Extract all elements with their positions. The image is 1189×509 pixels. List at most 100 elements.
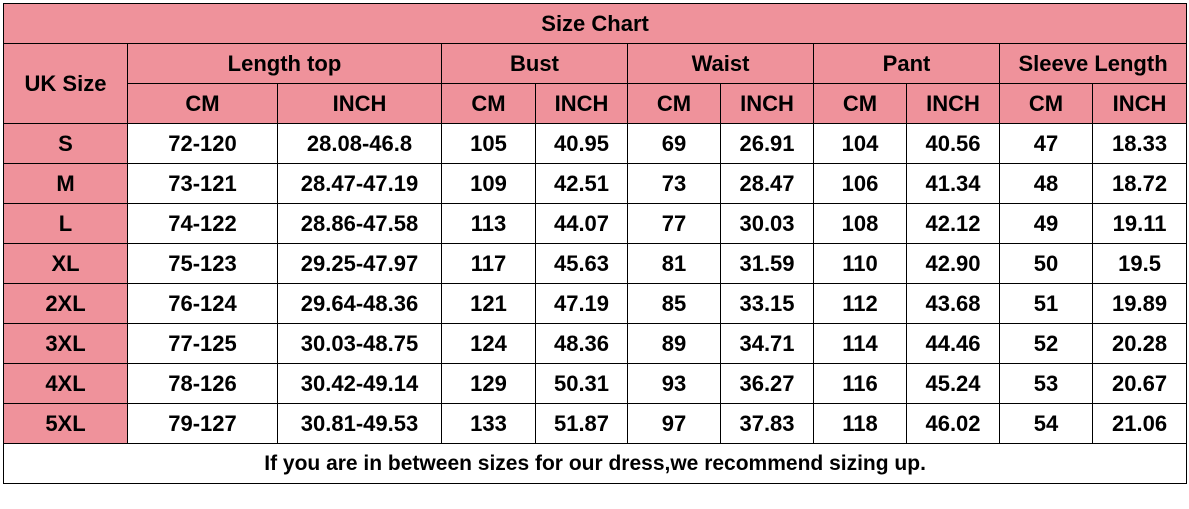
measurement-cell: 30.03-48.75: [277, 323, 442, 364]
measurement-cell: 29.25-47.97: [277, 243, 442, 284]
size-label: 4XL: [3, 363, 128, 404]
measurement-cell: 77-125: [127, 323, 278, 364]
measurement-cell: 49: [999, 203, 1093, 244]
measurement-cell: 121: [441, 283, 536, 324]
group-header: Length top: [127, 43, 442, 84]
measurement-cell: 97: [627, 403, 721, 444]
measurement-cell: 21.06: [1091, 403, 1188, 444]
group-header: Sleeve Length: [998, 43, 1188, 84]
measurement-cell: 43.68: [906, 283, 1000, 324]
unit-header-cm: CM: [813, 83, 907, 124]
footer-note: If you are in between sizes for our dres…: [2, 443, 1188, 484]
measurement-cell: 77: [627, 203, 721, 244]
measurement-cell: 112: [813, 283, 907, 324]
measurement-cell: 42.90: [906, 243, 1000, 284]
measurement-cell: 40.95: [535, 123, 628, 164]
unit-header-cm: CM: [999, 83, 1093, 124]
measurement-cell: 53: [999, 363, 1093, 404]
unit-header-inch: INCH: [277, 83, 442, 124]
measurement-cell: 41.34: [906, 163, 1000, 204]
measurement-cell: 19.5: [1091, 243, 1188, 284]
measurement-cell: 30.03: [720, 203, 814, 244]
measurement-cell: 29.64-48.36: [277, 283, 442, 324]
size-label: 5XL: [3, 403, 128, 444]
measurement-cell: 42.12: [906, 203, 1000, 244]
measurement-cell: 81: [627, 243, 721, 284]
measurement-cell: 79-127: [127, 403, 278, 444]
group-header: Waist: [627, 43, 814, 84]
measurement-cell: 28.86-47.58: [277, 203, 442, 244]
measurement-cell: 78-126: [127, 363, 278, 404]
measurement-cell: 33.15: [720, 283, 814, 324]
measurement-cell: 110: [813, 243, 907, 284]
size-label: 2XL: [3, 283, 128, 324]
measurement-cell: 48: [999, 163, 1093, 204]
size-label: 3XL: [3, 323, 128, 364]
measurement-cell: 50: [999, 243, 1093, 284]
measurement-cell: 47.19: [535, 283, 628, 324]
measurement-cell: 69: [627, 123, 721, 164]
measurement-cell: 85: [627, 283, 721, 324]
measurement-cell: 19.11: [1091, 203, 1188, 244]
measurement-cell: 51.87: [535, 403, 628, 444]
measurement-cell: 117: [441, 243, 536, 284]
measurement-cell: 48.36: [535, 323, 628, 364]
measurement-cell: 31.59: [720, 243, 814, 284]
size-label: M: [3, 163, 128, 204]
measurement-cell: 124: [441, 323, 536, 364]
measurement-cell: 30.42-49.14: [277, 363, 442, 404]
size-label: S: [3, 123, 128, 164]
unit-header-cm: CM: [441, 83, 536, 124]
unit-header-cm: CM: [127, 83, 278, 124]
measurement-cell: 44.46: [906, 323, 1000, 364]
measurement-cell: 42.51: [535, 163, 628, 204]
measurement-cell: 108: [813, 203, 907, 244]
measurement-cell: 118: [813, 403, 907, 444]
size-chart-table: Size Chart UK Size Length top Bust Waist Pa…: [2, 3, 1188, 484]
measurement-cell: 114: [813, 323, 907, 364]
measurement-cell: 47: [999, 123, 1093, 164]
measurement-cell: 45.63: [535, 243, 628, 284]
measurement-cell: 93: [627, 363, 721, 404]
table-row: XL 75-123 29.25-47.97 117 45.63 81 31.59 110 42.…: [3, 243, 1188, 284]
unit-header-inch: INCH: [535, 83, 628, 124]
size-label: L: [3, 203, 128, 244]
measurement-cell: 51: [999, 283, 1093, 324]
measurement-cell: 28.47-47.19: [277, 163, 442, 204]
table-row: S 72-120 28.08-46.8 105 40.95 69 26.91 104 40.56…: [3, 123, 1188, 164]
table-row: M 73-121 28.47-47.19 109 42.51 73 28.47 106 41.3…: [3, 163, 1188, 204]
unit-header-inch: INCH: [720, 83, 814, 124]
measurement-cell: 54: [999, 403, 1093, 444]
size-label: XL: [3, 243, 128, 284]
measurement-cell: 18.72: [1091, 163, 1188, 204]
unit-header-cm: CM: [627, 83, 721, 124]
table-row: 5XL 79-127 30.81-49.53 133 51.87 97 37.83 118 46…: [3, 403, 1188, 444]
table-row: 4XL 78-126 30.42-49.14 129 50.31 93 36.27 116 45…: [3, 363, 1188, 404]
measurement-cell: 113: [441, 203, 536, 244]
chart-title: Size Chart: [2, 3, 1188, 44]
measurement-cell: 50.31: [535, 363, 628, 404]
unit-header-inch: INCH: [906, 83, 1000, 124]
measurement-cell: 30.81-49.53: [277, 403, 442, 444]
measurement-cell: 129: [441, 363, 536, 404]
measurement-cell: 73: [627, 163, 721, 204]
measurement-cell: 72-120: [127, 123, 278, 164]
measurement-cell: 46.02: [906, 403, 1000, 444]
measurement-cell: 40.56: [906, 123, 1000, 164]
measurement-cell: 75-123: [127, 243, 278, 284]
measurement-cell: 104: [813, 123, 907, 164]
measurement-cell: 73-121: [127, 163, 278, 204]
unit-header-inch: INCH: [1091, 83, 1188, 124]
measurement-cell: 44.07: [535, 203, 628, 244]
measurement-cell: 106: [813, 163, 907, 204]
measurement-cell: 34.71: [720, 323, 814, 364]
measurement-cell: 28.08-46.8: [277, 123, 442, 164]
measurement-cell: 19.89: [1091, 283, 1188, 324]
measurement-cell: 36.27: [720, 363, 814, 404]
measurement-cell: 20.67: [1091, 363, 1188, 404]
table-row: L 74-122 28.86-47.58 113 44.07 77 30.03 108 42.1…: [3, 203, 1188, 244]
measurement-cell: 133: [441, 403, 536, 444]
measurement-cell: 28.47: [720, 163, 814, 204]
measurement-cell: 20.28: [1091, 323, 1188, 364]
group-header: Pant: [813, 43, 1000, 84]
